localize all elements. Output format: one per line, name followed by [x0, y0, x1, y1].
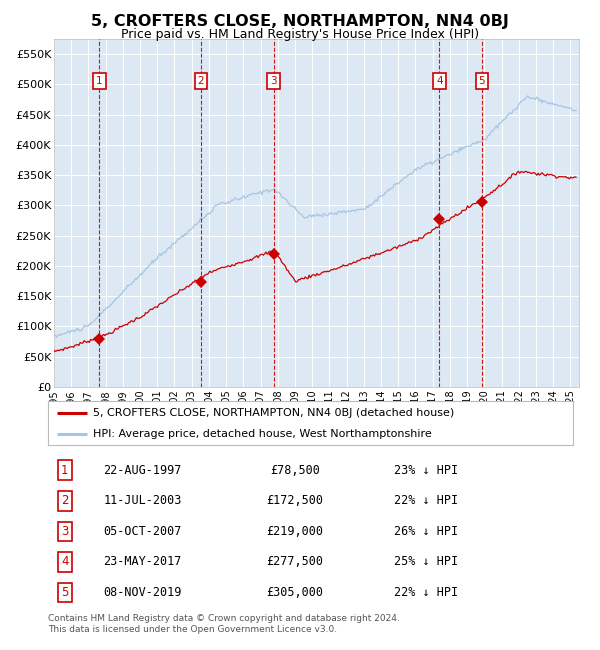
Text: £277,500: £277,500 [266, 555, 323, 568]
Text: Price paid vs. HM Land Registry's House Price Index (HPI): Price paid vs. HM Land Registry's House … [121, 28, 479, 41]
Text: 08-NOV-2019: 08-NOV-2019 [103, 586, 182, 599]
Text: 4: 4 [436, 76, 443, 86]
Text: £78,500: £78,500 [270, 464, 320, 477]
Text: 4: 4 [61, 555, 68, 568]
Text: 1: 1 [96, 76, 103, 86]
Text: 22-AUG-1997: 22-AUG-1997 [103, 464, 182, 477]
Text: 26% ↓ HPI: 26% ↓ HPI [394, 525, 458, 538]
Text: 23% ↓ HPI: 23% ↓ HPI [394, 464, 458, 477]
Text: HPI: Average price, detached house, West Northamptonshire: HPI: Average price, detached house, West… [92, 429, 431, 439]
Text: 2: 2 [197, 76, 204, 86]
Text: 3: 3 [61, 525, 68, 538]
Text: 2: 2 [61, 494, 68, 507]
Text: 1: 1 [61, 464, 68, 477]
Text: 5, CROFTERS CLOSE, NORTHAMPTON, NN4 0BJ (detached house): 5, CROFTERS CLOSE, NORTHAMPTON, NN4 0BJ … [92, 408, 454, 418]
Text: 23-MAY-2017: 23-MAY-2017 [103, 555, 182, 568]
Text: 3: 3 [271, 76, 277, 86]
Text: 05-OCT-2007: 05-OCT-2007 [103, 525, 182, 538]
Text: Contains HM Land Registry data © Crown copyright and database right 2024.
This d: Contains HM Land Registry data © Crown c… [48, 614, 400, 634]
Text: 5: 5 [478, 76, 485, 86]
Text: 25% ↓ HPI: 25% ↓ HPI [394, 555, 458, 568]
Text: 22% ↓ HPI: 22% ↓ HPI [394, 494, 458, 507]
Text: £172,500: £172,500 [266, 494, 323, 507]
Text: £305,000: £305,000 [266, 586, 323, 599]
Text: £219,000: £219,000 [266, 525, 323, 538]
Text: 11-JUL-2003: 11-JUL-2003 [103, 494, 182, 507]
Text: 22% ↓ HPI: 22% ↓ HPI [394, 586, 458, 599]
Text: 5: 5 [61, 586, 68, 599]
Text: 5, CROFTERS CLOSE, NORTHAMPTON, NN4 0BJ: 5, CROFTERS CLOSE, NORTHAMPTON, NN4 0BJ [91, 14, 509, 29]
